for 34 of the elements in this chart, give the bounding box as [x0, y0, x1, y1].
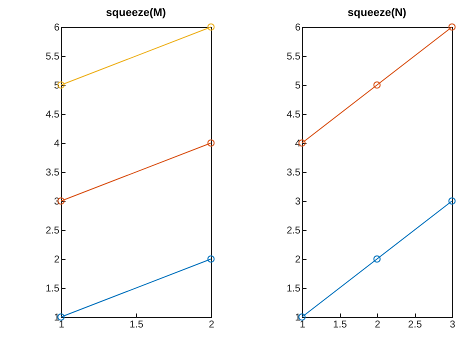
- point: [373, 255, 381, 263]
- y-tick-label: 3.5: [286, 168, 301, 178]
- x-tick-label: 1.5: [130, 320, 144, 330]
- x-tick-label: 2: [374, 320, 381, 330]
- y-tick-label: 5.5: [46, 52, 60, 62]
- point: [207, 255, 215, 263]
- chart-title: squeeze(M): [106, 6, 166, 19]
- chart-title: squeeze(N): [348, 6, 407, 19]
- y-tick-label: 2.5: [286, 226, 301, 236]
- y-tick-label: 2: [54, 254, 60, 266]
- y-tick-label: 5.5: [286, 52, 301, 62]
- x-tick-label: 1.5: [333, 320, 348, 330]
- point: [207, 139, 215, 147]
- point: [373, 81, 381, 89]
- y-tick-label: 4.5: [286, 110, 301, 120]
- y-tick-label: 3.5: [46, 168, 60, 178]
- x-tick-label: 2: [208, 320, 215, 330]
- y-tick-label: 3: [294, 196, 301, 208]
- x-tick-label: 2.5: [408, 320, 422, 330]
- y-tick-label: 5: [294, 80, 301, 92]
- y-tick-label: 1: [294, 312, 301, 324]
- y-tick-label: 6: [54, 22, 60, 34]
- y-tick-label: 2.5: [46, 226, 60, 236]
- y-tick-label: 1: [54, 312, 60, 324]
- point: [448, 23, 456, 31]
- y-tick-label: 2: [294, 254, 301, 266]
- y-tick-label: 1.5: [46, 284, 60, 294]
- point: [448, 197, 456, 205]
- y-tick-label: 4: [54, 138, 60, 150]
- y-tick-label: 1.5: [286, 284, 301, 294]
- y-tick-label: 6: [294, 22, 301, 34]
- point: [207, 23, 215, 31]
- y-tick-label: 4.5: [46, 110, 60, 120]
- x-tick-label: 3: [450, 320, 456, 330]
